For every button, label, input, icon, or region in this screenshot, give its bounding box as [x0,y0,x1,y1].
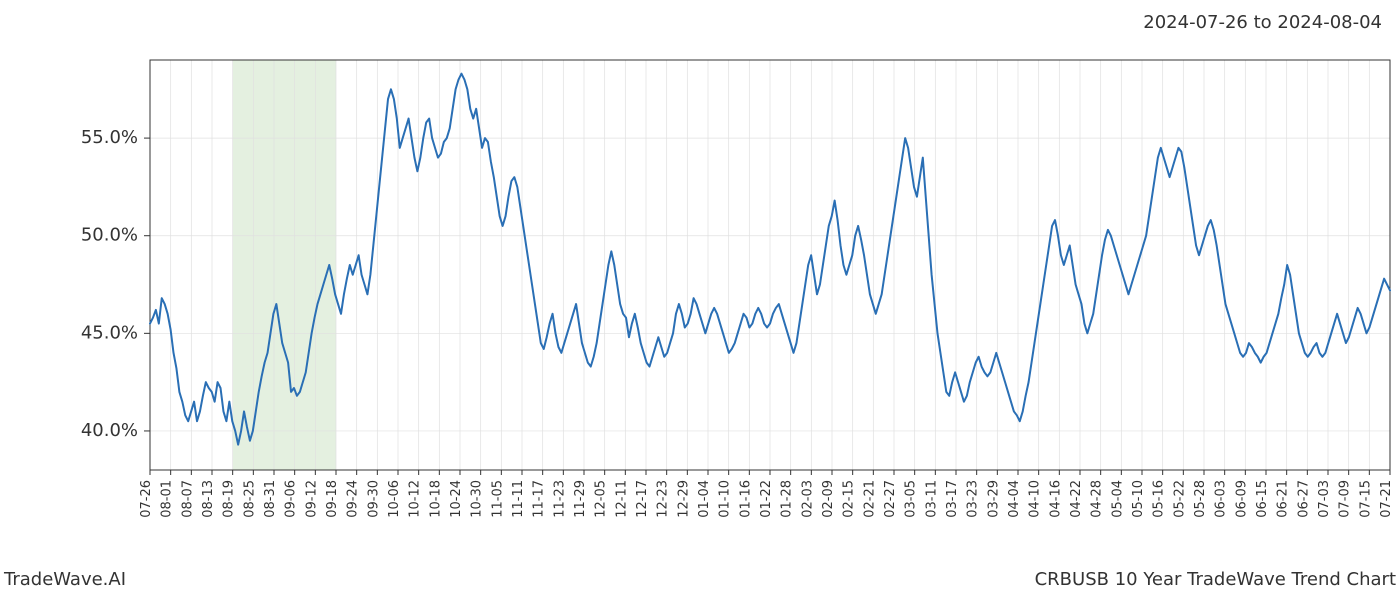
x-tick-label: 09-24 [346,480,361,518]
x-tick-label: 02-09 [821,480,836,518]
x-tick-label: 06-15 [1255,480,1270,518]
x-tick-label: 11-05 [490,480,505,518]
x-tick-label: 02-27 [883,480,898,518]
x-tick-label: 07-21 [1379,480,1394,518]
x-tick-label: 08-07 [180,480,195,518]
x-tick-label: 05-10 [1131,480,1146,518]
x-tick-label: 01-22 [759,480,774,518]
x-tick-label: 05-28 [1193,480,1208,518]
footer: TradeWave.AI CRBUSB 10 Year TradeWave Tr… [0,566,1400,590]
x-tick-label: 06-27 [1296,480,1311,518]
x-tick-label: 12-05 [594,480,609,518]
x-tick-label: 07-15 [1358,480,1373,518]
x-tick-label: 12-29 [676,480,691,518]
x-tick-label: 09-06 [284,480,299,518]
y-tick-label: 55.0% [81,127,138,148]
x-tick-label: 10-24 [449,480,464,518]
x-tick-label: 11-23 [552,480,567,518]
x-tick-label: 03-29 [986,480,1001,518]
x-tick-label: 03-11 [924,480,939,518]
trend-chart: 40.0% 45.0% 50.0% 55.0% 07-26 08-01 08-07 08-13… [0,40,1400,540]
x-tick-label: 01-16 [738,480,753,518]
x-tick-label: 11-29 [573,480,588,518]
x-tick-label: 12-11 [614,480,629,518]
x-tick-label: 08-13 [201,480,216,518]
x-tick-label: 06-09 [1234,480,1249,518]
x-tick-label: 09-12 [304,480,319,518]
x-tick-label: 10-12 [408,480,423,518]
x-tick-label: 08-25 [242,480,257,518]
x-tick-label: 06-21 [1276,480,1291,518]
x-tick-label: 12-17 [635,480,650,518]
y-tick-label: 50.0% [81,225,138,246]
x-tick-label: 04-28 [1090,480,1105,518]
x-tick-label: 12-23 [656,480,671,518]
x-tick-label: 04-22 [1069,480,1084,518]
x-tick-label: 09-30 [366,480,381,518]
x-tick-label: 02-03 [800,480,815,518]
x-tick-label: 10-06 [387,480,402,518]
x-tick-label: 07-26 [139,480,154,518]
highlight-band [233,60,336,470]
x-tick-label: 07-09 [1338,480,1353,518]
x-tick-label: 05-16 [1152,480,1167,518]
x-tick-label: 04-10 [1028,480,1043,518]
x-tick-label: 03-23 [966,480,981,518]
x-tick-label: 04-04 [1007,480,1022,518]
x-tick-label: 08-19 [222,480,237,518]
x-tick-label: 09-18 [325,480,340,518]
date-range-label: 2024-07-26 to 2024-08-04 [1143,12,1382,33]
x-tick-label: 11-11 [511,480,526,518]
x-tick-label: 03-17 [945,480,960,518]
x-tick-label: 05-22 [1172,480,1187,518]
x-tick-label: 06-03 [1214,480,1229,518]
x-tick-label: 08-31 [263,480,278,518]
x-tick-label: 11-17 [532,480,547,518]
x-tick-label: 03-05 [904,480,919,518]
x-tick-label: 07-03 [1317,480,1332,518]
x-tick-label: 01-28 [780,480,795,518]
chart-title: CRBUSB 10 Year TradeWave Trend Chart [1035,569,1396,590]
x-tick-label: 02-15 [842,480,857,518]
x-tick-label: 01-10 [718,480,733,518]
x-tick-label: 10-30 [470,480,485,518]
y-tick-label: 45.0% [81,322,138,343]
x-tick-label: 01-04 [697,480,712,518]
x-tick-label: 10-18 [428,480,443,518]
y-tick-label: 40.0% [81,420,138,441]
x-tick-label: 08-01 [160,480,175,518]
x-tick-label: 05-04 [1110,480,1125,518]
x-tick-label: 02-21 [862,480,877,518]
brand-label: TradeWave.AI [4,569,126,590]
x-tick-label: 04-16 [1048,480,1063,518]
